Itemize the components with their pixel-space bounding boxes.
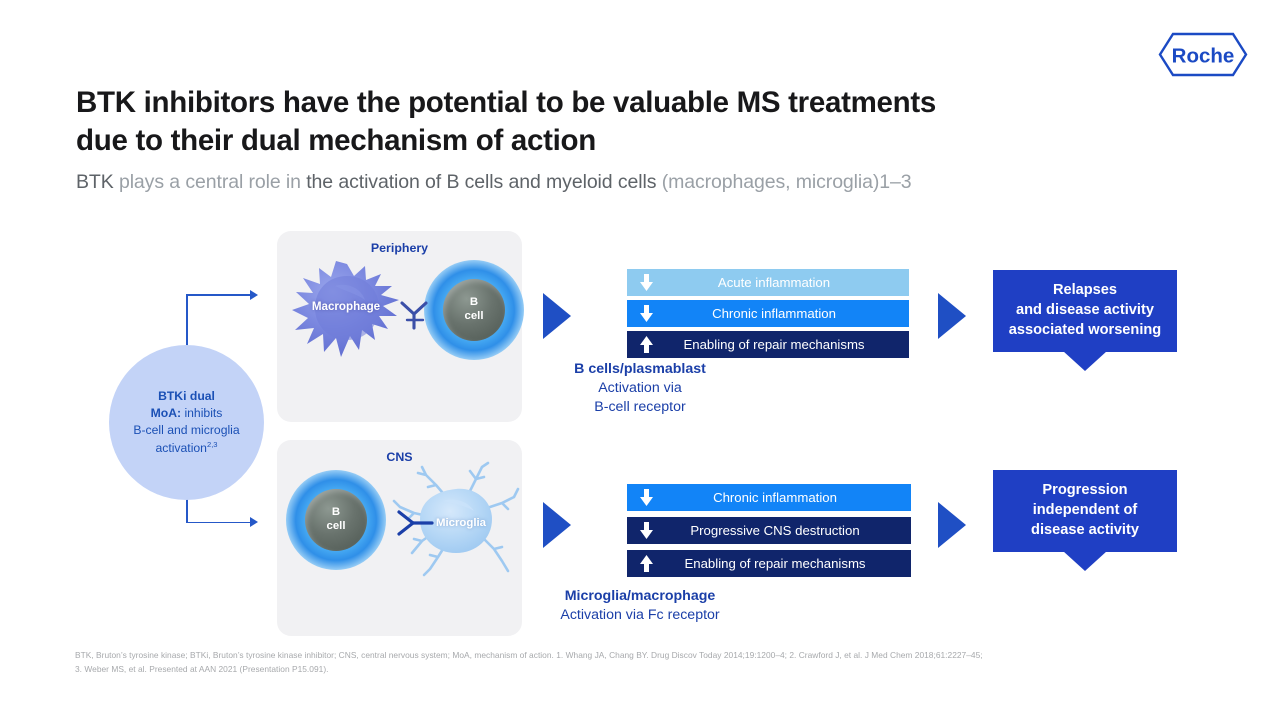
outcome-bar-label: Chronic inflammation [713,490,837,505]
callout-progression-line2: independent of [1032,502,1138,519]
roche-logo-hexagon: Roche [1158,32,1248,77]
footnote-line-2: 3. Weber MS, et al. Presented at AAN 202… [75,663,329,674]
b-cell-receptor-antibody-icon [400,301,428,330]
arrow-down-icon [627,305,665,322]
moa-line1: BTKi dual [158,388,215,403]
panel-cns-caption-bold: Microglia/macrophage [564,588,716,604]
arrow-down-icon [627,489,665,506]
callout-relapses-text: Relapses and disease activity associated… [1009,281,1161,341]
connector-horizontal-bottom [186,521,252,524]
panel-cns-caption-line2: Activation via Fc receptor [560,606,720,623]
connector-horizontal-top [186,294,252,296]
outcome-bar: Acute inflammation [627,269,909,296]
subtitle-segment-btk: BTK [76,171,119,193]
btki-moa-text: BTKi dual MoA: inhibits B-cell and micro… [125,388,247,457]
panel-periphery-caption-line2: Activation via [598,379,682,396]
outcome-bar: Chronic inflammation [627,484,911,511]
callout-progression: Progression independent of disease activ… [993,470,1177,552]
outcome-bar: Progressive CNS destruction [627,517,911,544]
roche-logo: Roche [1157,31,1249,78]
connector-arrowhead-top [250,289,258,300]
microglia-label: Microglia [435,517,486,529]
moa-line3: B-cell and microglia [133,423,240,438]
outcome-bar-label: Chronic inflammation [712,306,836,321]
outcome-bars-periphery: Acute inflammation Chronic inflammation … [627,269,909,358]
subtitle-segment-activation: the activation of B cells and myeloid ce… [306,171,662,193]
arrow-down-icon [627,274,665,291]
callout-progression-line3: disease activity [1031,521,1139,538]
subtitle-segment-plays: plays a central role in [118,171,307,193]
macrophage-label: Macrophage [311,300,381,313]
moa-line4: activation [155,440,207,455]
callout-relapses-line2: and disease activity [1016,302,1154,319]
panel-cns-caption: Microglia/macrophage Activation via Fc r… [0,587,1280,625]
panel-periphery-caption: B cells/plasmablast Activation via B-cel… [0,360,1280,417]
microglia-cell-icon [392,461,520,577]
outcome-bar-label: Enabling of repair mechanisms [683,337,865,352]
macrophage-cell-icon [292,261,399,357]
subtitle-segment-parenthetical: (macrophages, microglia)1–3 [661,171,912,193]
flow-triangle-cns-to-outcomes [543,502,571,548]
panel-periphery-label: Periphery [370,241,429,255]
outcome-bar-label: Acute inflammation [717,275,831,290]
moa-line4-superscript: 2,3 [206,439,218,449]
outcome-bar-label: Enabling of repair mechanisms [684,556,866,571]
flow-triangle-outcomes-to-relapses [938,293,966,339]
flow-triangle-outcomes-to-progression [938,502,966,548]
moa-line2-rest: inhibits [181,406,223,421]
footnote: BTK, Bruton’s tyrosine kinase; BTKi, Bru… [75,649,1185,676]
arrow-up-icon [627,336,665,353]
callout-progression-text: Progression independent of disease activ… [1031,481,1139,541]
roche-logo-text: Roche [1172,45,1235,68]
flow-triangle-periphery-to-outcomes [543,293,571,339]
callout-relapses: Relapses and disease activity associated… [993,270,1177,352]
btki-moa-circle: BTKi dual MoA: inhibits B-cell and micro… [109,345,264,500]
outcome-bars-cns: Chronic inflammation Progressive CNS des… [627,484,911,577]
footnote-line-1: BTK, Bruton’s tyrosine kinase; BTKi, Bru… [75,650,983,660]
panel-periphery-caption-line3: B-cell receptor [594,398,686,415]
page-title: BTK inhibitors have the potential to be … [76,84,1116,160]
outcome-bar: Enabling of repair mechanisms [627,331,909,358]
arrow-up-icon [627,555,665,572]
moa-line2-bold: MoA: [150,406,182,421]
outcome-bar: Chronic inflammation [627,300,909,327]
panel-cns-label: CNS [386,450,413,464]
outcome-bar: Enabling of repair mechanisms [627,550,911,577]
arrow-down-icon [627,522,665,539]
title-line-1: BTK inhibitors have the potential to be … [76,86,936,119]
page-subtitle: BTK plays a central role in the activati… [76,170,1176,194]
callout-relapses-line1: Relapses [1052,282,1118,299]
title-line-2: due to their dual mechanism of action [76,123,596,157]
callout-progression-line1: Progression [1042,482,1128,499]
fc-receptor-icon [397,510,434,536]
panel-periphery-caption-bold: B cells/plasmablast [574,361,706,377]
connector-arrowhead-bottom [250,517,258,528]
callout-relapses-line3: associated worsening [1008,321,1162,338]
outcome-bar-label: Progressive CNS destruction [690,523,860,538]
